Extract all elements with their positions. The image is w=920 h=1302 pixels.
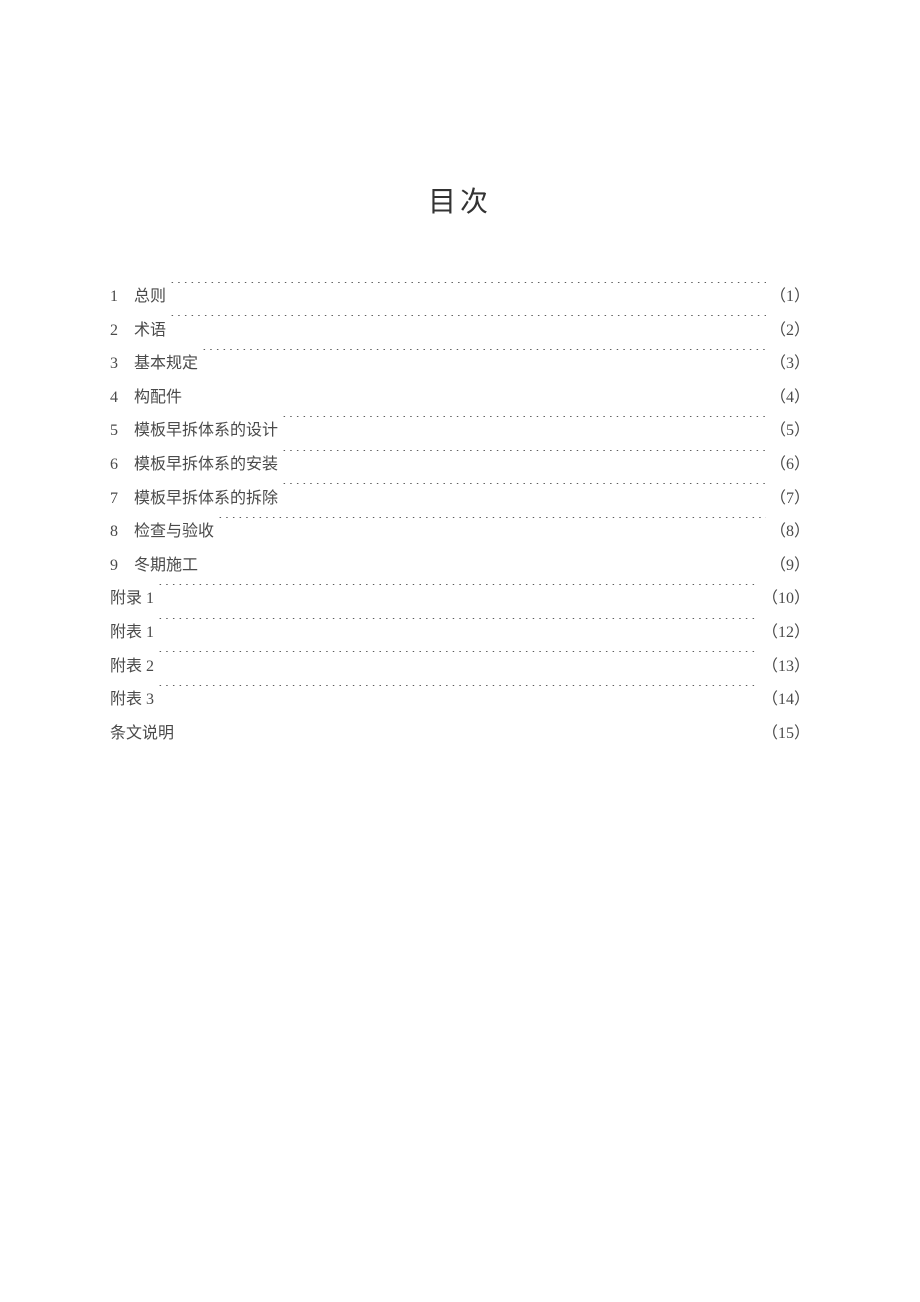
toc-entry-page: （6） <box>770 448 810 482</box>
toc-dots <box>186 383 766 402</box>
toc-entry-label: 模板早拆体系的安装 <box>128 448 278 482</box>
page-title: 目次 <box>0 180 920 220</box>
toc-dots <box>158 685 758 704</box>
toc-entry-label: 术语 <box>128 314 166 348</box>
toc-entry: 附表 3 （14） <box>110 683 810 717</box>
toc-entry: 8 检查与验收 （8） <box>110 515 810 549</box>
toc-dots <box>158 584 758 603</box>
toc-entry: 2 术语 （2） <box>110 314 810 348</box>
toc-dots <box>170 282 766 301</box>
toc-entry-page: （14） <box>762 683 810 717</box>
toc-entry: 7 模板早拆体系的拆除 （7） <box>110 482 810 516</box>
toc-entry-page: （3） <box>770 347 810 381</box>
toc-entry-page: （15） <box>762 717 810 751</box>
toc-entry-number: 6 <box>110 448 128 482</box>
toc-entry-number: 3 <box>110 347 128 381</box>
toc-entry-label: 总则 <box>128 280 166 314</box>
toc-entry-page: （4） <box>770 381 810 415</box>
toc-dots <box>218 517 766 536</box>
toc-dots <box>202 349 766 368</box>
toc-entry-label: 条文说明 <box>110 717 174 751</box>
toc-entry-label: 构配件 <box>128 381 182 415</box>
toc-dots <box>282 450 766 469</box>
toc-entry: 附表 2 （13） <box>110 650 810 684</box>
toc-entry-number: 8 <box>110 515 128 549</box>
toc-entry: 条文说明 （15） <box>110 717 810 751</box>
toc-entry-label: 基本规定 <box>128 347 198 381</box>
toc-entry-label: 附表 1 <box>110 616 154 650</box>
toc-entry-number: 1 <box>110 280 128 314</box>
toc-dots <box>170 315 766 334</box>
toc-entry: 附表 1 （12） <box>110 616 810 650</box>
toc-dots <box>282 416 766 435</box>
toc-entry-page: （2） <box>770 314 810 348</box>
toc-entry-page: （10） <box>762 582 810 616</box>
toc-entry-number: 9 <box>110 549 128 583</box>
toc-entry-page: （8） <box>770 515 810 549</box>
toc-entry: 6 模板早拆体系的安装 （6） <box>110 448 810 482</box>
toc-entry: 附录 1 （10） <box>110 582 810 616</box>
toc-entry-number: 5 <box>110 414 128 448</box>
toc-dots <box>158 618 758 637</box>
toc-container: 1 总则 （1） 2 术语 （2） 3 基本规定 （3） 4 构配件 （4） 5… <box>110 280 810 750</box>
toc-entry-number: 2 <box>110 314 128 348</box>
toc-entry-page: （12） <box>762 616 810 650</box>
toc-entry-label: 附录 1 <box>110 582 154 616</box>
toc-entry-page: （1） <box>770 280 810 314</box>
toc-entry-label: 模板早拆体系的设计 <box>128 414 278 448</box>
toc-entry-label: 附表 3 <box>110 683 154 717</box>
toc-entry: 1 总则 （1） <box>110 280 810 314</box>
toc-entry-number: 4 <box>110 381 128 415</box>
toc-dots <box>202 551 766 570</box>
toc-entry-label: 冬期施工 <box>128 549 198 583</box>
toc-dots <box>158 651 758 670</box>
toc-dots <box>282 483 766 502</box>
toc-dots <box>178 719 758 738</box>
toc-entry-label: 附表 2 <box>110 650 154 684</box>
toc-entry-label: 模板早拆体系的拆除 <box>128 482 278 516</box>
toc-entry-page: （13） <box>762 650 810 684</box>
toc-entry-page: （9） <box>770 549 810 583</box>
toc-entry-number: 7 <box>110 482 128 516</box>
toc-entry-page: （7） <box>770 482 810 516</box>
toc-entry-label: 检查与验收 <box>128 515 214 549</box>
toc-entry: 4 构配件 （4） <box>110 381 810 415</box>
toc-entry: 9 冬期施工 （9） <box>110 549 810 583</box>
toc-entry: 5 模板早拆体系的设计 （5） <box>110 414 810 448</box>
toc-entry: 3 基本规定 （3） <box>110 347 810 381</box>
toc-entry-page: （5） <box>770 414 810 448</box>
